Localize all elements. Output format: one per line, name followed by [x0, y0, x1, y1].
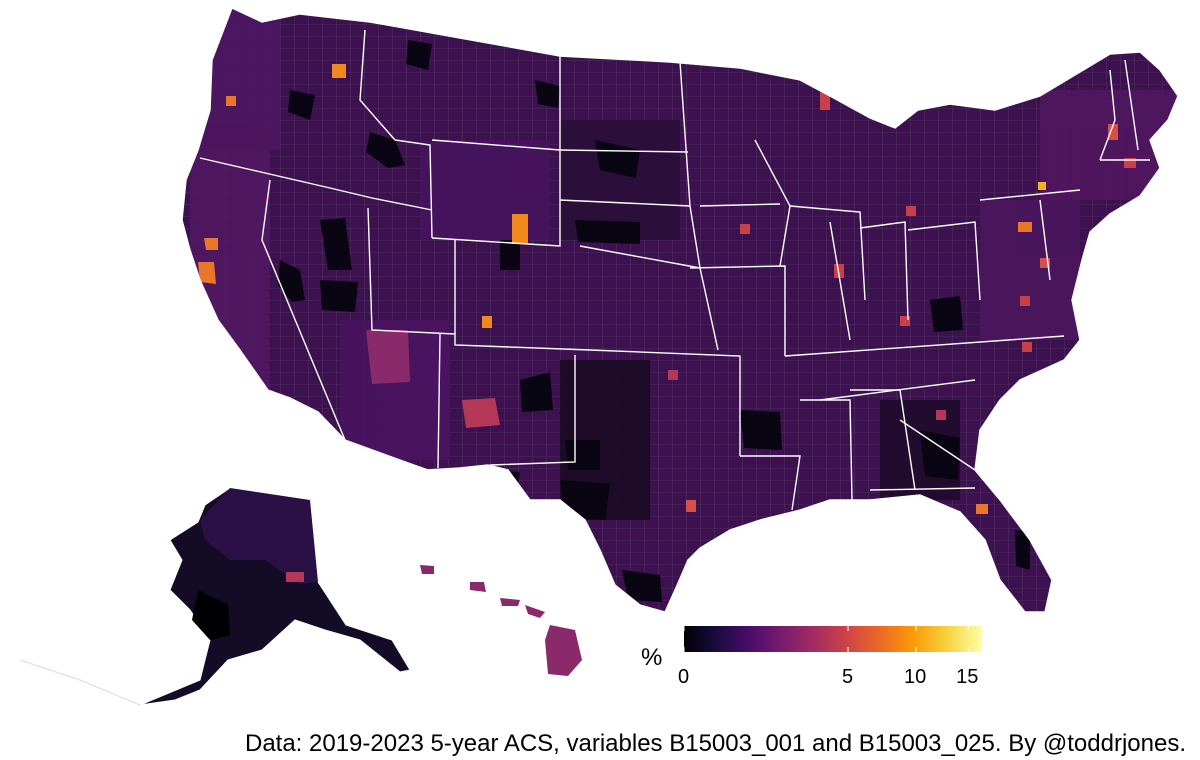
legend-tick-label: 5: [842, 666, 854, 688]
alaska: [19, 487, 411, 706]
legend: [683, 626, 982, 652]
legend-tick-label: 0: [678, 666, 690, 688]
high-value-counties: [198, 64, 1136, 514]
low-value-counties: [278, 40, 1030, 602]
data-source-caption: Data: 2019-2023 5-year ACS, variables B1…: [244, 730, 1186, 757]
hawaii: [420, 565, 582, 676]
legend-title: %: [641, 644, 663, 671]
legend-tick-label: 15: [956, 666, 979, 688]
legend-tick-label: 10: [903, 666, 927, 688]
colorbar-ticks: [683, 626, 969, 652]
state-borders: [181, 7, 1179, 613]
colorbar: [684, 626, 982, 652]
